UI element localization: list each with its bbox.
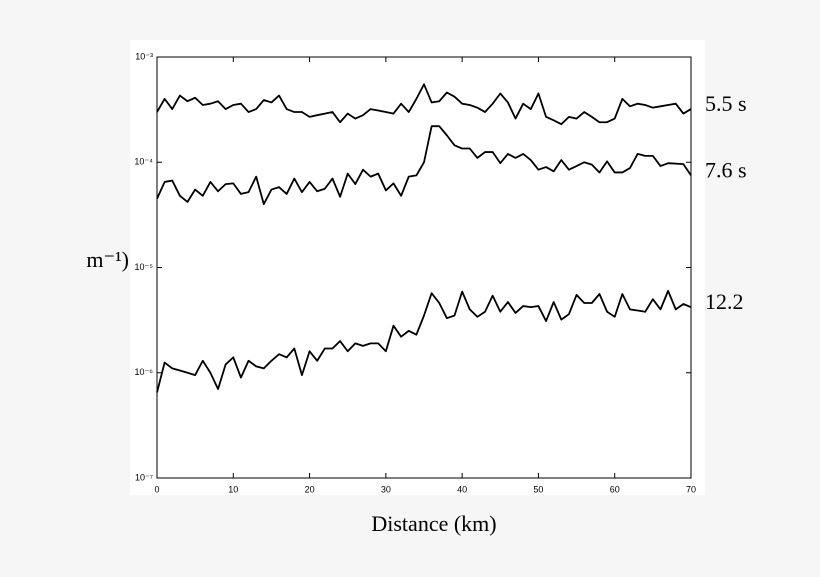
series-line <box>156 83 692 126</box>
x-tick-label: 20 <box>305 484 315 494</box>
y-tick-label: 10⁻⁴ <box>134 157 153 167</box>
x-axis-label: Distance (km) <box>371 511 496 536</box>
y-axis-label: m⁻¹) <box>86 247 129 272</box>
x-tick-label: 10 <box>228 484 238 494</box>
x-tick-label: 40 <box>457 484 467 494</box>
series-label: 12.2 <box>705 289 744 314</box>
series-line <box>156 289 692 393</box>
y-tick-label: 10⁻³ <box>135 51 153 61</box>
y-tick-label: 10⁻⁶ <box>135 367 154 377</box>
series-line <box>156 125 692 206</box>
x-tick-label: 30 <box>381 484 391 494</box>
x-tick-label: 0 <box>154 484 159 494</box>
x-tick-label: 70 <box>686 484 696 494</box>
series-label: 7.6 s <box>705 157 747 182</box>
y-tick-label: 10⁻⁵ <box>135 262 154 272</box>
y-tick-label: 10⁻⁷ <box>135 472 153 482</box>
x-tick-label: 60 <box>610 484 620 494</box>
plot-background <box>130 40 705 495</box>
x-tick-label: 50 <box>533 484 543 494</box>
series-label: 5.5 s <box>705 91 747 116</box>
